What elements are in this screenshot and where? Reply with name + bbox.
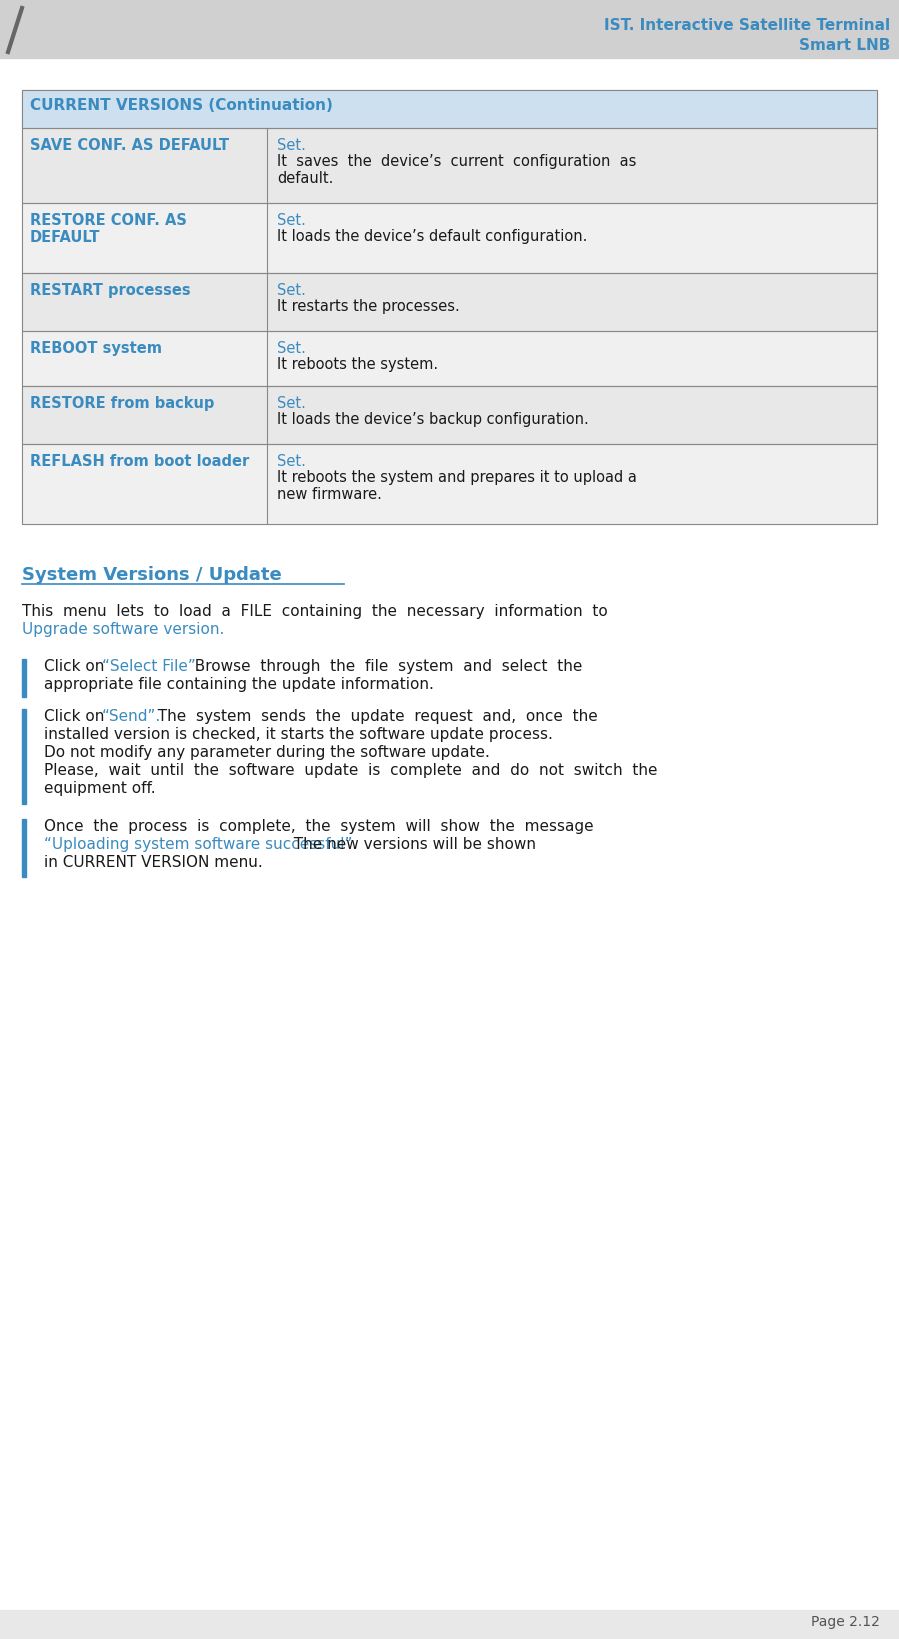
Text: It reboots the system.: It reboots the system. — [277, 357, 438, 372]
Text: equipment off.: equipment off. — [44, 782, 156, 797]
Text: Set.: Set. — [277, 138, 306, 152]
Text: Click on: Click on — [44, 659, 110, 674]
Text: This  menu  lets  to  load  a  FILE  containing  the  necessary  information  to: This menu lets to load a FILE containing… — [22, 605, 608, 620]
Bar — [22, 387, 877, 444]
Bar — [22, 128, 877, 203]
Bar — [22, 820, 26, 877]
Bar — [22, 128, 877, 203]
Bar — [0, 0, 899, 57]
Text: REFLASH from boot loader: REFLASH from boot loader — [30, 454, 249, 469]
Bar — [22, 90, 877, 128]
Text: Please,  wait  until  the  software  update  is  complete  and  do  not  switch : Please, wait until the software update i… — [44, 764, 657, 779]
Text: The  system  sends  the  update  request  and,  once  the: The system sends the update request and,… — [148, 710, 598, 724]
Text: Set.: Set. — [277, 284, 306, 298]
Bar — [22, 331, 877, 387]
Text: in CURRENT VERSION menu.: in CURRENT VERSION menu. — [44, 856, 263, 870]
Bar — [22, 331, 877, 387]
Bar — [0, 1609, 899, 1639]
Text: The new versions will be shown: The new versions will be shown — [284, 838, 536, 852]
Bar — [22, 203, 877, 274]
Bar — [22, 274, 877, 331]
Text: Page 2.12: Page 2.12 — [811, 1614, 880, 1629]
Text: It reboots the system and prepares it to upload a
new firmware.: It reboots the system and prepares it to… — [277, 470, 636, 503]
Text: installed version is checked, it starts the software update process.: installed version is checked, it starts … — [44, 728, 553, 742]
Text: Click on: Click on — [44, 710, 110, 724]
Text: RESTORE CONF. AS
DEFAULT: RESTORE CONF. AS DEFAULT — [30, 213, 187, 246]
Text: appropriate file containing the update information.: appropriate file containing the update i… — [44, 677, 434, 692]
Text: It  saves  the  device’s  current  configuration  as
default.: It saves the device’s current configurat… — [277, 154, 636, 187]
Text: “Send”.: “Send”. — [102, 710, 161, 724]
Text: REBOOT system: REBOOT system — [30, 341, 162, 356]
Text: Smart LNB: Smart LNB — [798, 38, 890, 52]
Text: Upgrade software version.: Upgrade software version. — [22, 621, 225, 638]
Bar — [22, 710, 26, 805]
Text: Once  the  process  is  complete,  the  system  will  show  the  message: Once the process is complete, the system… — [44, 820, 593, 834]
Text: SAVE CONF. AS DEFAULT: SAVE CONF. AS DEFAULT — [30, 138, 229, 152]
Text: RESTART processes: RESTART processes — [30, 284, 191, 298]
Text: Browse  through  the  file  system  and  select  the: Browse through the file system and selec… — [185, 659, 583, 674]
Text: RESTORE from backup: RESTORE from backup — [30, 397, 214, 411]
Bar — [22, 444, 877, 524]
Text: System Versions / Update: System Versions / Update — [22, 565, 281, 583]
Text: It loads the device’s backup configuration.: It loads the device’s backup configurati… — [277, 411, 589, 428]
Text: “Select File”.: “Select File”. — [102, 659, 200, 674]
Bar — [22, 659, 26, 697]
Text: Set.: Set. — [277, 213, 306, 228]
Bar — [22, 387, 877, 444]
Text: Set.: Set. — [277, 397, 306, 411]
Text: Do not modify any parameter during the software update.: Do not modify any parameter during the s… — [44, 746, 490, 760]
Text: IST. Interactive Satellite Terminal: IST. Interactive Satellite Terminal — [604, 18, 890, 33]
Text: “Uploading system software successful”.: “Uploading system software successful”. — [44, 838, 357, 852]
Bar — [22, 274, 877, 331]
Bar — [22, 203, 877, 274]
Text: Set.: Set. — [277, 454, 306, 469]
Text: CURRENT VERSIONS (Continuation): CURRENT VERSIONS (Continuation) — [30, 98, 333, 113]
Text: It restarts the processes.: It restarts the processes. — [277, 298, 459, 315]
Text: Set.: Set. — [277, 341, 306, 356]
Bar — [22, 90, 877, 128]
Bar — [22, 444, 877, 524]
Text: It loads the device’s default configuration.: It loads the device’s default configurat… — [277, 229, 587, 244]
